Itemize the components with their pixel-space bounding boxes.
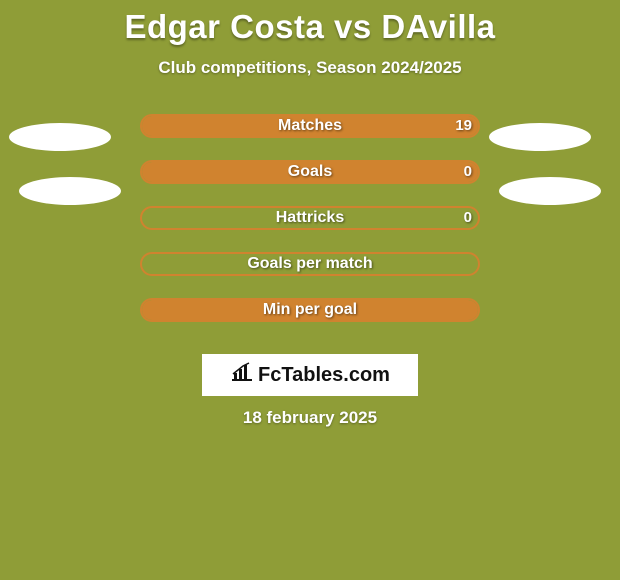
stat-bar-fill-right	[142, 116, 478, 136]
bar-chart-icon	[230, 362, 254, 388]
subtitle: Club competitions, Season 2024/2025	[0, 58, 620, 78]
stat-bar-track	[140, 206, 480, 230]
player-photo-placeholder	[499, 177, 601, 205]
stat-row: 0 Hattricks	[0, 206, 620, 230]
player-photo-placeholder	[9, 123, 111, 151]
source-logo: FcTables.com	[202, 354, 418, 396]
page-title: Edgar Costa vs DAvilla	[0, 0, 620, 46]
source-logo-text: FcTables.com	[230, 362, 390, 388]
stat-bar-track	[140, 252, 480, 276]
source-logo-label: FcTables.com	[258, 364, 390, 387]
stat-value-right: 0	[464, 160, 472, 184]
date-label: 18 february 2025	[0, 408, 620, 428]
stat-bar-track	[140, 298, 480, 322]
stat-bar-track	[140, 114, 480, 138]
stat-row: Goals per match	[0, 252, 620, 276]
stat-value-right: 19	[455, 114, 472, 138]
stat-row: Min per goal	[0, 298, 620, 322]
comparison-card: Edgar Costa vs DAvilla Club competitions…	[0, 0, 620, 580]
player-photo-placeholder	[19, 177, 121, 205]
player-photo-placeholder	[489, 123, 591, 151]
stat-value-right: 0	[464, 206, 472, 230]
stat-bar-track	[140, 160, 480, 184]
stat-bar-fill-right	[142, 162, 478, 182]
stat-bar-fill-right	[142, 300, 478, 320]
